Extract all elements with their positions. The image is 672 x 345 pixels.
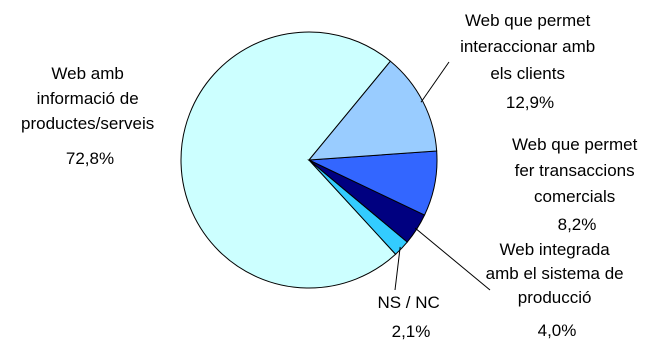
pie-slices bbox=[180, 31, 438, 289]
label-interaccionar: Web que permet interaccionar amb els cli… bbox=[460, 11, 600, 112]
leader-ns-nc bbox=[394, 246, 401, 291]
label-integrada: Web integrada amb el sistema de producci… bbox=[486, 240, 629, 340]
label-ns-nc: NS / NC 2,1% bbox=[377, 293, 444, 341]
leader-interaccionar bbox=[420, 61, 450, 103]
leader-lines bbox=[394, 61, 491, 291]
label-transaccions: Web que permet fer transaccions comercia… bbox=[512, 135, 642, 234]
slice-productes bbox=[180, 31, 397, 289]
slice-interaccionar bbox=[307, 60, 438, 161]
leader-integrada bbox=[414, 227, 491, 291]
label-productes: Web amb informació de productes/serveis … bbox=[21, 64, 159, 168]
